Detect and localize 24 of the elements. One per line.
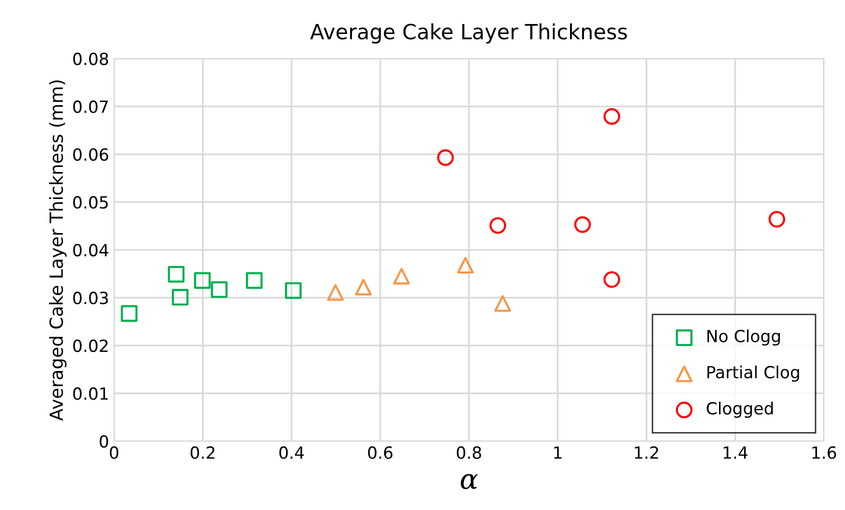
x-tick-label: 0.8 xyxy=(456,446,482,459)
x-tick-label: 1.4 xyxy=(724,446,748,459)
y-tick-label: 0.04 xyxy=(73,244,108,256)
x-tick-label: 1.6 xyxy=(812,446,836,459)
y-axis-title: Averaged Cake Layer Thickness (mm) xyxy=(49,80,67,421)
x-tick-label: 1.2 xyxy=(635,446,658,459)
legend-label: No Clogg xyxy=(707,329,780,346)
y-tick-label: 0 xyxy=(100,435,108,448)
y-tick-label: 0.02 xyxy=(73,339,108,352)
y-tick-label: 0.03 xyxy=(73,292,108,304)
y-tick-label: 0.06 xyxy=(73,148,108,161)
x-axis-title: α xyxy=(460,474,478,490)
y-tick-label: 0.08 xyxy=(73,52,108,66)
legend-label: Partial Clog xyxy=(707,366,800,382)
x-tick-label: 0.4 xyxy=(279,446,304,459)
y-tick-label: 0.01 xyxy=(73,387,108,400)
y-tick-label: 0.07 xyxy=(73,100,108,114)
y-tick-label: 0.05 xyxy=(73,196,108,209)
x-tick-label: 1 xyxy=(554,446,562,459)
x-tick-label: 0.6 xyxy=(368,446,392,459)
x-tick-label: 0.2 xyxy=(190,446,214,459)
chart-title: Average Cake Layer Thickness xyxy=(310,23,627,44)
legend-label: Clogged xyxy=(706,402,773,418)
x-tick-label: 0 xyxy=(110,446,118,459)
